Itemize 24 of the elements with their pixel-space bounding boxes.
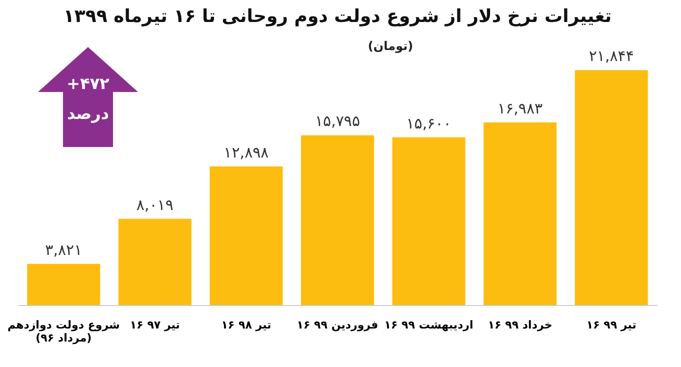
data-label: ۲۱,۸۴۴ (588, 47, 634, 66)
bar (27, 264, 100, 305)
bar (118, 218, 192, 305)
data-label: ۸,۰۱۹ (136, 196, 174, 214)
bar (574, 70, 648, 305)
x-tick-label: ۱۶ تیر ۹۷ (130, 318, 180, 332)
annotation: +۴۷۲ درصد (66, 74, 110, 123)
bar (210, 166, 283, 305)
x-tick-label: ۱۶ خرداد ۹۹ (488, 318, 552, 332)
bar (300, 135, 374, 305)
bar (484, 122, 557, 305)
data-label: ۱۶,۹۸۳ (498, 99, 543, 118)
x-tick-label: ۱۶ تیر ۹۸ (221, 318, 272, 332)
chart-subtitle: (تومان) (368, 39, 414, 53)
data-label: ۳,۸۲۱ (45, 240, 82, 259)
data-label: ۱۲,۸۹۸ (224, 143, 269, 162)
data-label: ۱۵,۷۹۵ (314, 112, 360, 130)
x-tick-label: ۱۶ اردیبهشت ۹۹ (384, 318, 474, 332)
x-tick-label: شروع دولت دوازدهم (مرداد ۹۶) (7, 318, 120, 344)
bar (392, 137, 466, 305)
data-label: ۱۵,۶۰۰ (406, 114, 452, 132)
x-tick-label: ۱۶ تیر ۹۹ (586, 318, 636, 332)
chart-title: تغییرات نرخ دلار از شروع دولت دوم روحانی تا ۱۶ تیرماه ۱۳۹۹ (63, 6, 612, 27)
x-tick-label: ۱۶ فروردین ۹۹ (296, 318, 378, 332)
